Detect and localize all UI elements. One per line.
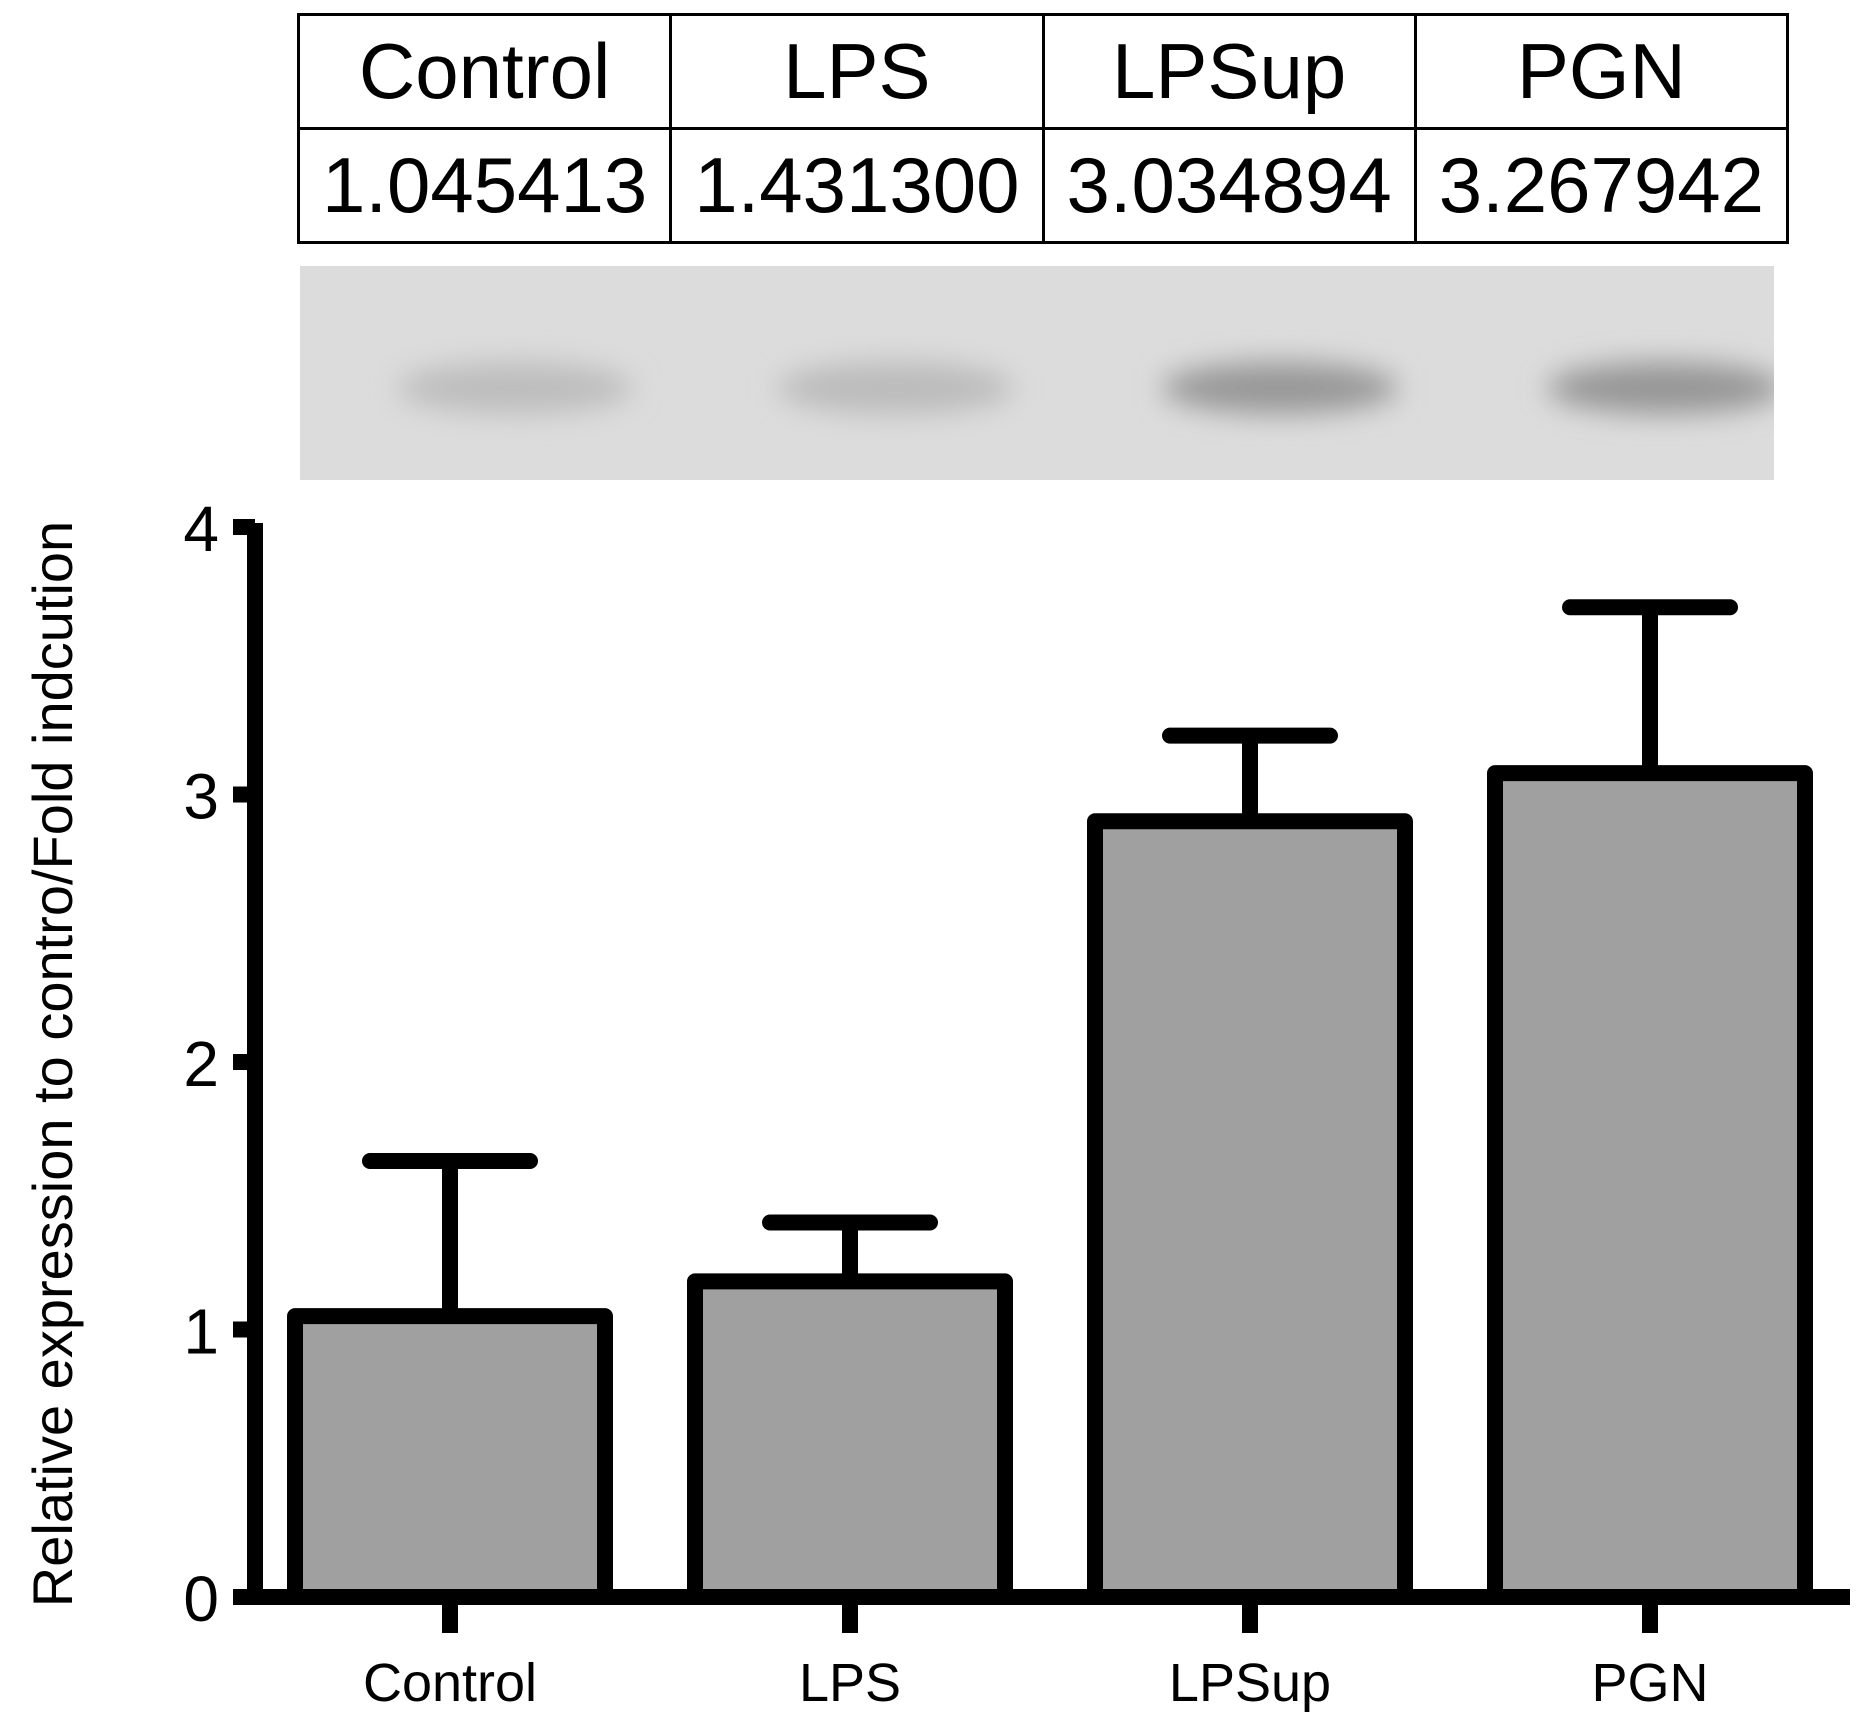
table-header-row: Control LPS LPSup PGN xyxy=(296,13,1790,130)
blot-band xyxy=(1547,362,1774,414)
y-tick-label: 0 xyxy=(183,1563,219,1635)
value-cell-pgn: 3.267942 xyxy=(1413,127,1790,244)
bar xyxy=(687,1273,1013,1605)
western-blot-image xyxy=(300,266,1774,480)
value-cell-lpsup: 3.034894 xyxy=(1041,127,1417,244)
x-tick-label: LPS xyxy=(799,1653,901,1713)
x-tick-label: PGN xyxy=(1591,1653,1708,1713)
bar xyxy=(1087,813,1413,1605)
bar xyxy=(287,1308,613,1605)
table-value-row: 1.045413 1.431300 3.034894 3.267942 xyxy=(296,127,1790,244)
blot-band xyxy=(1162,362,1398,414)
y-axis-label: Relative expression to contro/Fold indcu… xyxy=(21,521,84,1607)
header-cell-lpsup: LPSup xyxy=(1041,13,1417,130)
header-cell-control: Control xyxy=(296,13,673,130)
y-tick-label: 4 xyxy=(183,493,219,565)
y-tick-label: 3 xyxy=(183,761,219,833)
x-tick-label: LPSup xyxy=(1169,1653,1331,1713)
blot-band xyxy=(397,362,633,414)
y-tick-label: 2 xyxy=(183,1028,219,1100)
header-cell-lps: LPS xyxy=(669,13,1045,130)
value-cell-lps: 1.431300 xyxy=(669,127,1045,244)
bar xyxy=(1487,765,1813,1605)
value-table: Control LPS LPSup PGN 1.045413 1.431300 … xyxy=(296,13,1790,244)
blot-band xyxy=(777,362,1013,414)
value-cell-control: 1.045413 xyxy=(296,127,673,244)
header-cell-pgn: PGN xyxy=(1413,13,1790,130)
y-tick-label: 1 xyxy=(183,1296,219,1368)
x-tick-label: Control xyxy=(363,1653,537,1713)
